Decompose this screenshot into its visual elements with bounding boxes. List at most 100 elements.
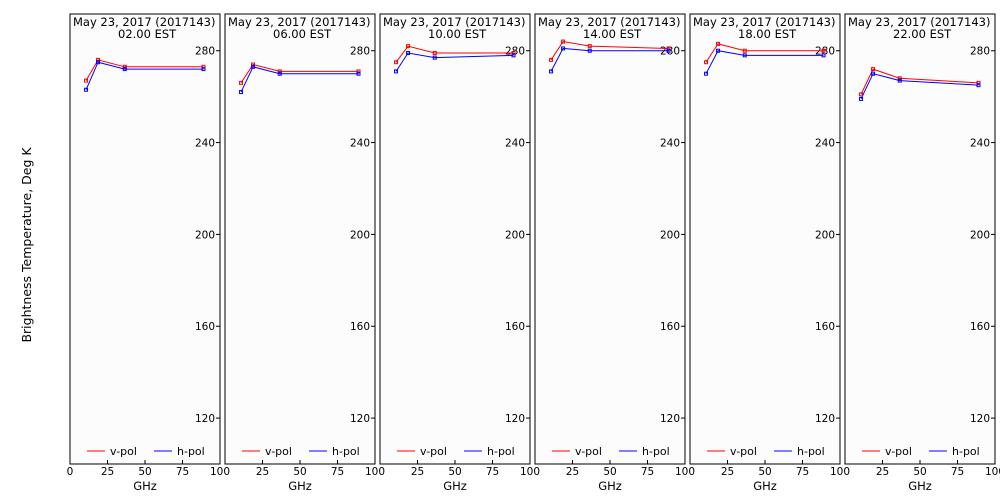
h-pol-point <box>716 48 721 53</box>
x-tick-label: 50 <box>758 466 771 478</box>
x-tick-label: 75 <box>641 466 654 478</box>
h-pol-point <box>561 46 566 51</box>
plot-frame <box>69 13 221 465</box>
y-tick-label: 160 <box>970 321 990 333</box>
panel-1: May 23, 2017 (2017143)02.00 EST 120 160 200… <box>69 13 221 493</box>
h-pol-point <box>666 48 671 53</box>
h-pol-point <box>859 96 864 101</box>
v-pol-line <box>85 59 204 81</box>
legend-v-pol-label: v-pol <box>110 445 137 458</box>
v-pol-point <box>549 57 554 62</box>
panel-2: May 23, 2017 (2017143)06.00 EST 120 160 200… <box>224 13 376 493</box>
legend-h-pol-label: h-pol <box>177 445 205 458</box>
h-pol-line <box>395 52 514 72</box>
y-tick-label: 120 <box>815 413 835 425</box>
legend-v-pol-label: v-pol <box>420 445 447 458</box>
x-tick-label: 100 <box>520 466 540 478</box>
v-pol-point <box>239 80 244 85</box>
y-tick-label: 240 <box>660 138 680 150</box>
v-pol-point <box>859 92 864 97</box>
y-tick-label: 120 <box>350 413 370 425</box>
x-tick-label: 50 <box>603 466 616 478</box>
v-pol-line <box>705 43 824 63</box>
x-tick-label: 25 <box>101 466 114 478</box>
v-pol-line <box>395 45 514 63</box>
panel-5: May 23, 2017 (2017143)18.00 EST 120 160 200… <box>689 13 841 493</box>
y-tick-label: 160 <box>195 321 215 333</box>
y-tick-label: 240 <box>505 138 525 150</box>
v-pol-point <box>587 44 592 49</box>
x-tick-label: 100 <box>210 466 230 478</box>
y-tick-label: 200 <box>505 229 525 241</box>
plot-frame <box>689 13 841 465</box>
h-pol-point <box>394 69 399 74</box>
v-pol-point <box>716 41 721 46</box>
x-tick-label: 75 <box>331 466 344 478</box>
h-pol-point <box>96 60 101 65</box>
x-tick-label: 25 <box>566 466 579 478</box>
v-pol-point <box>277 69 282 74</box>
h-pol-point <box>704 71 709 76</box>
y-tick-label: 280 <box>350 46 370 58</box>
v-pol-point <box>821 48 826 53</box>
x-tick-label: 50 <box>913 466 926 478</box>
x-tick-label: 50 <box>293 466 306 478</box>
legend-h-pol-label: h-pol <box>952 445 980 458</box>
y-tick-label: 120 <box>195 413 215 425</box>
v-pol-line <box>860 68 979 95</box>
y-tick-label: 120 <box>660 413 680 425</box>
x-axis-label: GHz <box>598 479 622 493</box>
h-pol-point <box>406 51 411 56</box>
h-pol-point <box>356 71 361 76</box>
h-pol-point <box>587 48 592 53</box>
h-pol-line <box>240 66 359 93</box>
x-tick-label: 75 <box>951 466 964 478</box>
y-tick-label: 240 <box>970 138 990 150</box>
x-tick-label: 100 <box>675 466 695 478</box>
y-tick-label: 200 <box>815 229 835 241</box>
y-tick-label: 240 <box>815 138 835 150</box>
x-axis-label: GHz <box>443 479 467 493</box>
h-pol-point <box>976 83 981 88</box>
v-pol-point <box>561 39 566 44</box>
h-pol-point <box>897 78 902 83</box>
v-pol-point <box>406 44 411 49</box>
h-pol-point <box>277 71 282 76</box>
v-pol-point <box>96 57 101 62</box>
y-tick-label: 240 <box>195 138 215 150</box>
panel-title: May 23, 2017 (2017143) <box>693 15 836 29</box>
h-pol-line <box>550 47 669 72</box>
v-pol-point <box>897 76 902 81</box>
panel-subtitle: 18.00 EST <box>738 27 797 41</box>
y-tick-label: 120 <box>970 413 990 425</box>
x-axis-label: GHz <box>288 479 312 493</box>
x-tick-label: 25 <box>256 466 269 478</box>
v-pol-point <box>432 51 437 56</box>
legend-h-pol-label: h-pol <box>642 445 670 458</box>
y-tick-label: 200 <box>970 229 990 241</box>
panel-title: May 23, 2017 (2017143) <box>848 15 991 29</box>
x-tick-label: 25 <box>876 466 889 478</box>
v-pol-point <box>356 69 361 74</box>
x-tick-label: 75 <box>176 466 189 478</box>
x-axis-label: GHz <box>753 479 777 493</box>
panel-subtitle: 02.00 EST <box>118 27 177 41</box>
v-pol-point <box>84 78 89 83</box>
h-pol-point <box>549 69 554 74</box>
h-pol-point <box>239 90 244 95</box>
v-pol-line <box>550 41 669 61</box>
x-tick-label: 100 <box>830 466 850 478</box>
plot-frame <box>224 13 376 465</box>
h-pol-point <box>821 53 826 58</box>
y-tick-label: 280 <box>195 46 215 58</box>
panel-subtitle: 14.00 EST <box>583 27 642 41</box>
v-pol-point <box>666 46 671 51</box>
y-axis-label: Brightness Temperature, Deg K <box>19 147 34 343</box>
panel-6: May 23, 2017 (2017143)22.00 EST 120 160 200… <box>844 13 996 493</box>
v-pol-point <box>201 64 206 69</box>
legend-h-pol-label: h-pol <box>797 445 825 458</box>
legend-h-pol-label: h-pol <box>332 445 360 458</box>
x-tick-label: 25 <box>411 466 424 478</box>
h-pol-point <box>871 71 876 76</box>
